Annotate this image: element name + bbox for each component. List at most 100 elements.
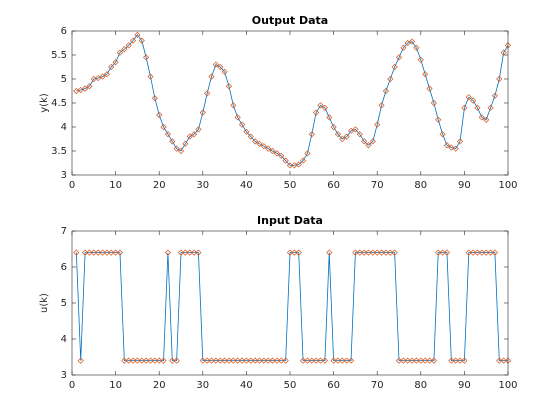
data-marker: [365, 249, 372, 256]
data-marker: [273, 357, 281, 364]
data-marker: [151, 357, 158, 364]
data-marker: [221, 68, 228, 75]
data-marker: [116, 249, 124, 256]
data-marker: [443, 142, 451, 149]
data-marker: [234, 357, 241, 364]
data-marker: [99, 73, 106, 80]
data-marker: [195, 249, 202, 256]
data-marker: [326, 249, 333, 256]
data-marker: [299, 357, 307, 364]
data-marker: [247, 357, 254, 364]
data-marker: [321, 104, 328, 111]
y-axis-label: y(k): [39, 93, 50, 113]
data-marker: [330, 357, 337, 364]
data-marker: [260, 357, 267, 364]
data-marker: [182, 249, 189, 256]
data-marker: [500, 357, 507, 364]
data-marker: [295, 249, 302, 256]
data-marker: [256, 357, 263, 364]
data-marker: [339, 357, 346, 364]
data-marker: [374, 121, 381, 128]
data-marker: [343, 357, 350, 364]
data-marker: [156, 111, 163, 119]
data-marker: [317, 102, 324, 109]
data-marker: [234, 114, 241, 121]
y-tick-label: 5.5: [51, 50, 67, 61]
data-marker: [408, 38, 416, 45]
x-tick-label: 60: [327, 380, 340, 391]
data-marker: [95, 74, 102, 82]
data-marker: [483, 249, 490, 256]
data-marker: [212, 357, 219, 364]
data-marker: [199, 357, 206, 364]
data-marker: [413, 44, 420, 51]
data-marker: [129, 37, 137, 44]
axes-box: [71, 30, 509, 176]
data-marker: [77, 86, 84, 94]
data-marker: [369, 249, 376, 256]
data-marker: [116, 49, 124, 56]
x-tick-label: 60: [327, 180, 340, 191]
data-marker: [430, 357, 437, 364]
data-marker: [304, 357, 311, 364]
x-tick-label: 10: [109, 380, 122, 391]
chart-title: Input Data: [257, 214, 323, 227]
data-marker: [422, 71, 429, 78]
data-marker: [339, 135, 346, 143]
data-marker: [391, 63, 398, 71]
data-marker: [247, 133, 254, 140]
x-tick-label: 20: [153, 180, 166, 191]
data-marker: [487, 104, 494, 111]
x-tick-label: 70: [371, 180, 384, 191]
data-marker: [108, 249, 115, 256]
data-marker: [391, 249, 398, 256]
data-marker: [147, 73, 154, 80]
data-marker: [221, 357, 228, 364]
data-marker: [352, 126, 359, 133]
data-marker: [173, 145, 180, 152]
data-marker: [125, 42, 132, 49]
data-marker: [269, 357, 276, 364]
data-marker: [317, 357, 324, 364]
data-marker: [278, 357, 285, 364]
data-marker: [147, 357, 154, 364]
data-marker: [313, 109, 320, 116]
data-marker: [491, 92, 499, 99]
data-marker: [265, 357, 272, 364]
data-marker: [347, 127, 355, 134]
data-marker: [404, 357, 411, 364]
x-tick-label: 10: [109, 180, 122, 191]
data-marker: [129, 357, 137, 364]
data-marker: [378, 249, 385, 256]
data-marker: [230, 102, 237, 109]
x-tick-label: 70: [371, 380, 384, 391]
y-tick-label: 6: [61, 26, 67, 37]
data-marker: [470, 249, 477, 256]
data-marker: [86, 83, 93, 90]
data-marker: [478, 114, 485, 121]
data-marker: [470, 97, 477, 104]
data-marker: [134, 357, 141, 364]
x-tick-label: 0: [69, 180, 75, 191]
data-marker: [269, 147, 276, 155]
data-marker: [186, 133, 193, 140]
x-tick-label: 0: [69, 380, 75, 391]
data-marker: [308, 357, 315, 364]
x-tick-label: 90: [458, 380, 471, 391]
plot-area: [72, 31, 508, 175]
data-marker: [417, 357, 424, 364]
data-marker: [448, 144, 455, 151]
data-marker: [369, 138, 376, 145]
data-marker: [382, 87, 390, 95]
data-marker: [173, 357, 180, 364]
data-marker: [169, 357, 176, 364]
data-marker: [225, 83, 233, 90]
x-tick-label: 50: [284, 380, 297, 391]
data-marker: [112, 249, 119, 256]
data-marker: [474, 104, 481, 111]
chart-title: Output Data: [252, 14, 328, 27]
data-marker: [361, 249, 368, 256]
data-marker: [273, 150, 281, 157]
data-marker: [474, 249, 481, 256]
data-marker: [208, 357, 215, 364]
